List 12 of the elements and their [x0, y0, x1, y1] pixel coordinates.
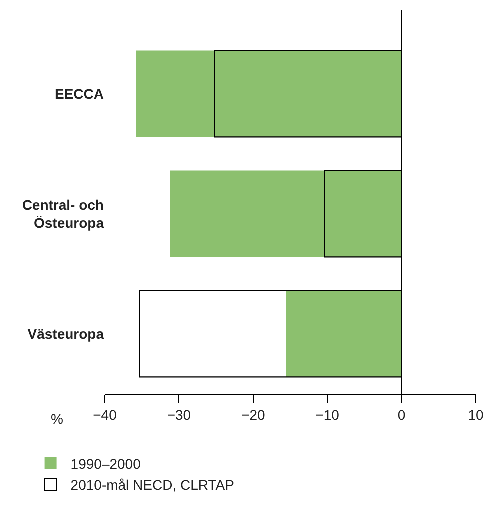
legend-label: 2010-mål NECD, CLRTAP	[70, 477, 234, 494]
x-tick-label: −10	[316, 406, 340, 423]
y-tick-label: Central- och Östeuropa	[22, 196, 104, 231]
x-tick-label: 10	[468, 406, 484, 423]
x-tick-label: −30	[167, 406, 192, 423]
x-tick-label: 0	[398, 406, 406, 423]
x-axis-title: %	[51, 411, 64, 427]
y-tick-label: EECCA	[54, 86, 104, 102]
x-tick-label: −20	[242, 406, 266, 423]
x-tick-label: −40	[93, 406, 118, 423]
y-tick-label: Västeuropa	[28, 326, 104, 342]
legend-label: 1990–2000	[70, 456, 142, 472]
